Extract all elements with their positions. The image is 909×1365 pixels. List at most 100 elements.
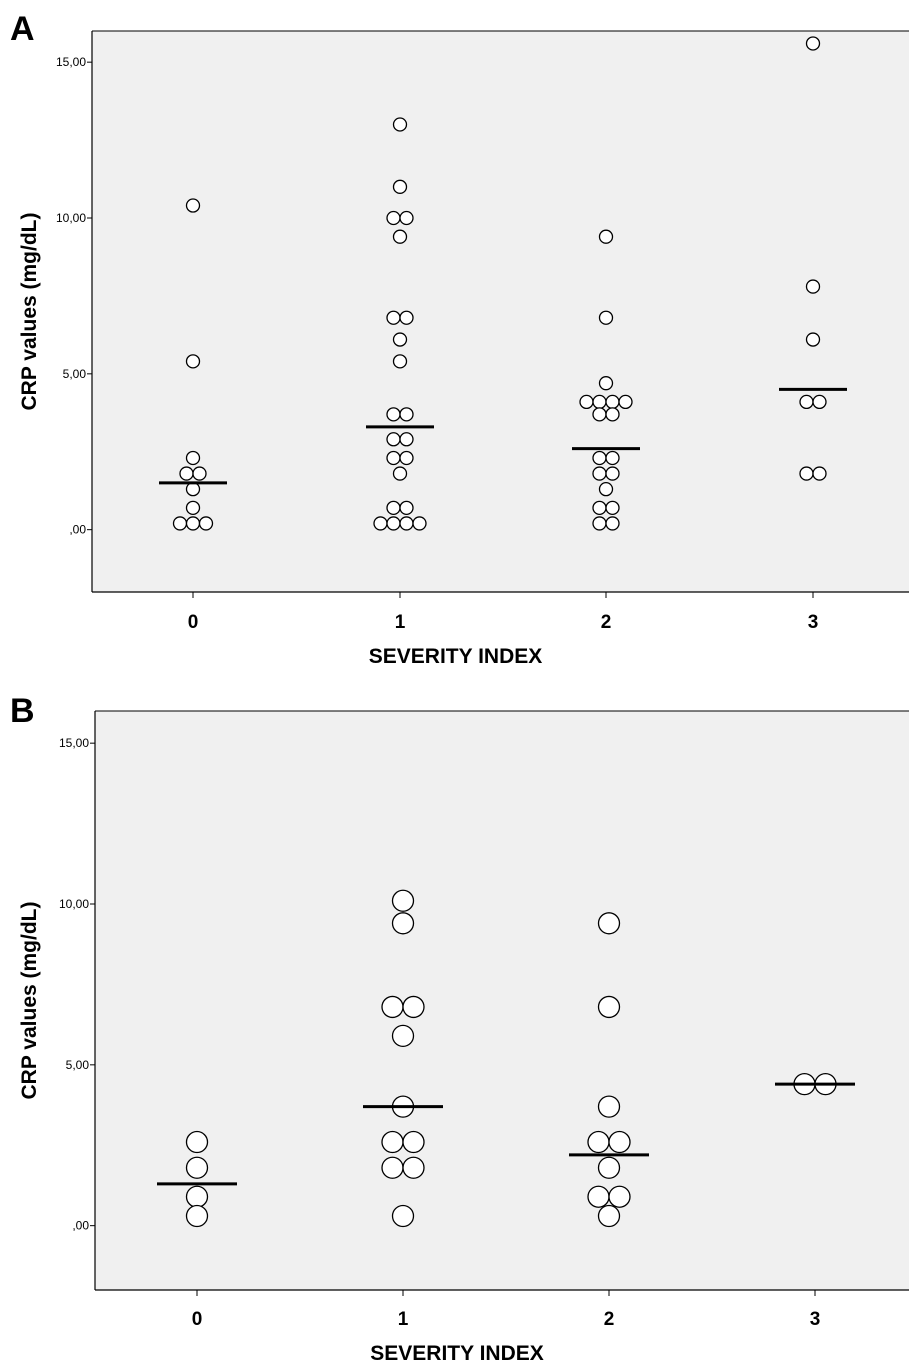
data-point: [592, 466, 607, 481]
data-point: [172, 516, 188, 531]
data-point: [399, 500, 414, 516]
data-point: [579, 394, 594, 410]
data-point: [805, 36, 821, 51]
data-point: [402, 1130, 425, 1154]
data-point: [399, 310, 414, 325]
y-axis-title: CRP values (mg/dL): [18, 902, 41, 1100]
data-point: [399, 450, 414, 466]
data-point: [592, 500, 607, 516]
data-point: [386, 310, 401, 325]
data-point: [608, 1185, 631, 1208]
data-point: [392, 354, 408, 369]
data-point: [381, 1130, 404, 1154]
data-point: [392, 332, 408, 347]
data-point: [605, 450, 620, 466]
data-point: [597, 995, 621, 1019]
data-point: [812, 466, 827, 481]
data-point: [598, 481, 614, 497]
data-point: [392, 117, 408, 132]
data-point: [805, 279, 821, 294]
data-point: [391, 1204, 415, 1228]
y-tick-label: ,00: [69, 523, 86, 537]
data-point: [391, 1024, 415, 1048]
data-point: [386, 432, 401, 447]
data-point: [605, 516, 620, 531]
x-tick-label: 1: [395, 612, 406, 633]
data-point: [399, 407, 414, 422]
y-axis-title: CRP values (mg/dL): [18, 213, 41, 411]
data-point: [392, 466, 408, 481]
x-tick-label: 0: [192, 1309, 203, 1330]
data-point: [386, 500, 401, 516]
data-point: [381, 995, 404, 1019]
data-point: [597, 1095, 621, 1118]
data-point: [799, 466, 814, 481]
data-point: [587, 1130, 610, 1154]
panel-label: B: [10, 692, 35, 730]
plot-area: [95, 711, 909, 1290]
data-point: [392, 179, 408, 194]
y-tick-label: 15,00: [59, 736, 89, 750]
data-point: [185, 354, 201, 369]
data-point: [185, 1130, 209, 1154]
data-point: [185, 481, 201, 497]
data-point: [185, 1185, 209, 1208]
data-point: [399, 210, 414, 226]
panel-a: A ,00 5,00 10,00 15,00 0 1 2 3 SEVERITY INDEX CRP …: [10, 10, 909, 668]
data-point: [391, 912, 415, 935]
data-point: [402, 1156, 425, 1179]
data-point: [592, 450, 607, 466]
panel-label: A: [10, 10, 35, 48]
y-tick-label: ,00: [72, 1219, 89, 1233]
x-tick-label: 2: [601, 612, 612, 633]
y-tick-label: 10,00: [59, 897, 89, 911]
data-point: [598, 376, 614, 391]
y-tick-label: 10,00: [56, 211, 86, 225]
x-axis-title: SEVERITY INDEX: [369, 645, 543, 668]
data-point: [185, 1204, 209, 1228]
data-point: [185, 450, 201, 466]
data-point: [592, 516, 607, 531]
data-point: [412, 516, 427, 531]
data-point: [386, 450, 401, 466]
plot-area: [92, 31, 909, 592]
data-point: [392, 229, 408, 244]
data-point: [198, 516, 214, 531]
data-point: [402, 995, 425, 1019]
data-point: [605, 466, 620, 481]
x-tick-label: 3: [810, 1309, 821, 1330]
data-point: [587, 1185, 610, 1208]
data-point: [592, 394, 607, 410]
data-point: [391, 889, 415, 912]
data-point: [805, 332, 821, 347]
data-point: [185, 516, 201, 531]
data-point: [386, 407, 401, 422]
data-point: [592, 407, 607, 422]
data-point: [179, 466, 194, 481]
y-tick-label: 5,00: [63, 367, 87, 381]
data-point: [185, 1156, 209, 1179]
data-point: [812, 394, 827, 410]
data-point: [597, 912, 621, 935]
x-tick-label: 3: [808, 612, 819, 633]
data-point: [799, 394, 814, 410]
x-tick-label: 0: [188, 612, 199, 633]
data-point: [373, 516, 388, 531]
data-point: [598, 229, 614, 244]
y-tick-label: 5,00: [66, 1058, 90, 1072]
data-point: [185, 198, 201, 213]
x-tick-label: 1: [398, 1309, 409, 1330]
data-point: [386, 210, 401, 226]
data-point: [597, 1156, 621, 1179]
data-point: [605, 500, 620, 516]
data-point: [381, 1156, 404, 1179]
data-point: [399, 516, 414, 531]
y-tick-label: 15,00: [56, 55, 86, 69]
data-point: [598, 310, 614, 325]
data-point: [185, 500, 201, 516]
data-point: [605, 407, 620, 422]
data-point: [192, 466, 207, 481]
data-point: [597, 1204, 621, 1228]
data-point: [386, 516, 401, 531]
